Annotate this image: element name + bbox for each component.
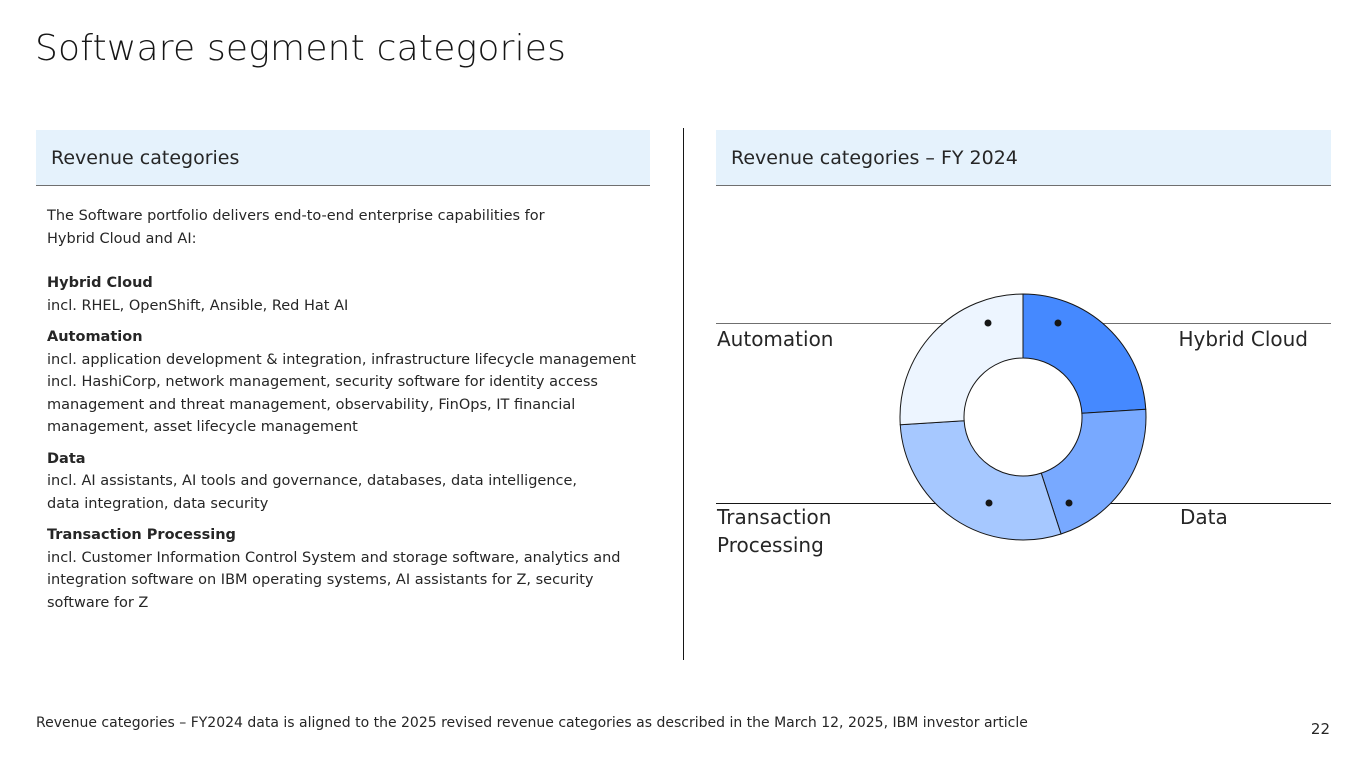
leader-dot-automation <box>984 319 992 327</box>
leader-line-data <box>1069 503 1331 504</box>
page-title: Software segment categories <box>35 28 567 69</box>
category-name: Hybrid Cloud <box>47 275 153 291</box>
leader-dot-hybrid-cloud <box>1054 319 1062 327</box>
category-descriptions: The Software portfolio delivers end-to-e… <box>47 205 667 614</box>
leader-line-hybrid-cloud <box>1058 323 1331 324</box>
leader-line-automation <box>716 323 988 324</box>
intro-text: The Software portfolio delivers end-to-e… <box>47 208 545 247</box>
category-transaction-processing: Transaction Processing incl. Customer In… <box>47 524 667 614</box>
left-panel-header: Revenue categories <box>36 130 650 186</box>
label-automation: Automation <box>717 327 834 351</box>
category-desc: incl. AI assistants, AI tools and govern… <box>47 473 578 512</box>
label-data: Data <box>1180 505 1228 529</box>
label-transaction-processing: Transaction Processing <box>717 505 832 557</box>
leader-dot-data <box>1065 499 1073 507</box>
category-desc: incl. RHEL, OpenShift, Ansible, Red Hat … <box>47 297 349 314</box>
donut-slice-hybrid-cloud <box>1022 293 1147 414</box>
donut-slice-data <box>1040 408 1147 535</box>
footnote: Revenue categories – FY2024 data is alig… <box>36 715 1028 731</box>
category-hybrid-cloud: Hybrid Cloud incl. RHEL, OpenShift, Ansi… <box>47 272 667 317</box>
donut-slice-automation <box>899 293 1024 426</box>
right-panel-header: Revenue categories – FY 2024 <box>716 130 1331 186</box>
leader-dot-transaction-processing <box>985 499 993 507</box>
category-name: Transaction Processing <box>47 527 236 543</box>
category-data: Data incl. AI assistants, AI tools and g… <box>47 448 667 516</box>
category-automation: Automation incl. application development… <box>47 326 667 439</box>
label-hybrid-cloud: Hybrid Cloud <box>1178 327 1308 351</box>
category-desc: incl. Customer Information Control Syste… <box>47 549 621 611</box>
category-name: Data <box>47 450 86 467</box>
leader-line-transaction <box>716 503 989 504</box>
page-number: 22 <box>1310 720 1330 738</box>
category-name: Automation <box>47 329 143 345</box>
divider <box>683 128 684 660</box>
donut-slice-transaction-processing <box>899 420 1062 541</box>
category-desc: incl. application development & integrat… <box>47 351 636 436</box>
